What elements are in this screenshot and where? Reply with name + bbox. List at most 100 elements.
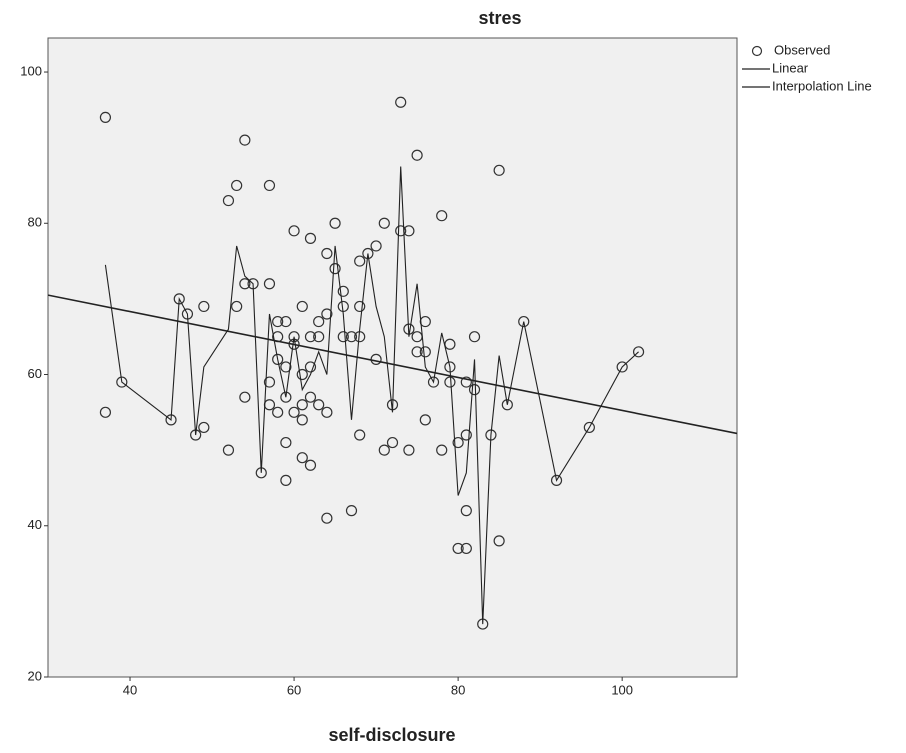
observed-point <box>263 179 276 192</box>
observed-point <box>354 300 366 313</box>
observed-point <box>198 421 210 434</box>
observed-point <box>468 331 481 343</box>
observed-point <box>304 232 317 244</box>
observed-point <box>460 505 472 517</box>
observed-point <box>116 376 128 388</box>
observed-point <box>296 300 308 313</box>
legend-label: Linear <box>772 60 809 75</box>
observed-point <box>288 406 300 418</box>
observed-point <box>304 361 317 373</box>
observed-point <box>304 331 317 343</box>
observed-point <box>313 399 325 411</box>
observed-point <box>321 406 333 418</box>
observed-point <box>231 300 243 313</box>
observed-point <box>280 436 292 449</box>
observed-point <box>304 391 317 403</box>
observed-point <box>493 164 505 176</box>
observed-point <box>272 353 284 365</box>
observed-point <box>231 179 243 192</box>
observed-point <box>501 399 513 411</box>
observed-point <box>436 444 448 456</box>
observed-point <box>99 406 112 418</box>
y-tick-label: 40 <box>28 517 42 532</box>
observed-point <box>460 376 472 388</box>
observed-point <box>239 134 251 146</box>
observed-point <box>632 346 645 358</box>
observed-point <box>321 247 333 260</box>
observed-point <box>395 96 407 108</box>
y-tick-label: 80 <box>28 215 42 230</box>
observed-point <box>280 361 292 373</box>
legend-label: Interpolation Line <box>772 78 872 93</box>
observed-point <box>370 240 382 252</box>
series-line <box>104 166 639 625</box>
observed-point <box>419 346 431 358</box>
y-tick-label: 60 <box>28 366 42 381</box>
observed-point <box>222 194 235 207</box>
observed-point <box>354 255 366 267</box>
observed-point <box>436 210 448 222</box>
observed-point <box>296 368 308 381</box>
observed-point <box>337 331 349 343</box>
observed-point <box>460 542 472 555</box>
observed-point <box>272 315 284 328</box>
observed-point <box>304 459 317 471</box>
x-tick-label: 40 <box>123 682 137 697</box>
observed-point <box>296 414 308 426</box>
observed-point <box>280 391 292 403</box>
x-axis-label: self-disclosure <box>328 725 455 745</box>
observed-point <box>378 217 390 229</box>
observed-point <box>337 285 349 297</box>
observed-point <box>239 391 251 403</box>
observed-point <box>99 111 112 124</box>
observed-point <box>296 452 308 464</box>
observed-point <box>427 376 440 388</box>
observed-point <box>444 376 456 388</box>
observed-point <box>452 542 464 555</box>
y-tick-label: 100 <box>20 63 42 78</box>
observed-point <box>222 444 235 456</box>
observed-point <box>411 346 423 358</box>
series-line <box>48 294 737 435</box>
observed-point <box>329 263 341 275</box>
observed-point <box>518 315 530 328</box>
observed-point <box>616 361 628 373</box>
observed-point <box>263 278 276 290</box>
y-tick-label: 20 <box>28 668 42 683</box>
observed-point <box>550 474 563 486</box>
observed-point <box>468 384 481 396</box>
observed-point <box>198 300 210 313</box>
observed-point <box>452 436 464 449</box>
x-tick-label: 80 <box>451 682 465 697</box>
observed-point <box>345 505 358 517</box>
x-tick-label: 100 <box>611 682 633 697</box>
observed-point <box>583 421 595 434</box>
observed-point <box>313 315 325 328</box>
observed-point <box>280 315 292 328</box>
observed-point <box>419 414 431 426</box>
observed-point <box>288 331 300 343</box>
observed-point <box>329 217 341 229</box>
legend-label: Observed <box>774 42 830 57</box>
observed-point <box>321 512 333 524</box>
observed-point <box>386 436 399 449</box>
observed-point <box>345 331 358 343</box>
observed-point <box>411 149 423 161</box>
observed-point <box>288 225 300 237</box>
legend-symbol <box>751 45 763 57</box>
chart-title: stres <box>478 8 521 28</box>
observed-point <box>313 331 325 343</box>
observed-point <box>296 399 308 411</box>
observed-point <box>272 406 284 418</box>
observed-point <box>354 429 366 441</box>
observed-point <box>403 444 415 456</box>
x-tick-label: 60 <box>287 682 301 697</box>
observed-point <box>378 444 390 456</box>
observed-point <box>395 225 407 237</box>
observed-point <box>280 474 292 486</box>
observed-point <box>263 376 276 388</box>
observed-point <box>493 535 505 547</box>
observed-point <box>239 278 251 290</box>
plot-area <box>47 37 738 678</box>
